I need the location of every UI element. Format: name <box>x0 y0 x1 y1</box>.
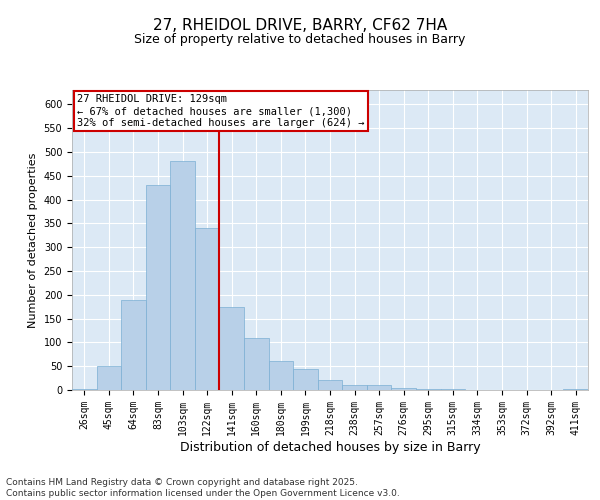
Bar <box>293 368 318 390</box>
Y-axis label: Number of detached properties: Number of detached properties <box>28 152 38 328</box>
Bar <box>195 228 220 390</box>
Text: 27 RHEIDOL DRIVE: 129sqm
← 67% of detached houses are smaller (1,300)
32% of sem: 27 RHEIDOL DRIVE: 129sqm ← 67% of detach… <box>77 94 365 128</box>
Bar <box>244 338 269 390</box>
Bar <box>121 300 146 390</box>
Bar <box>220 306 244 390</box>
X-axis label: Distribution of detached houses by size in Barry: Distribution of detached houses by size … <box>179 440 481 454</box>
Bar <box>342 385 367 390</box>
Bar <box>269 362 293 390</box>
Bar <box>146 185 170 390</box>
Bar <box>97 366 121 390</box>
Text: Size of property relative to detached houses in Barry: Size of property relative to detached ho… <box>134 32 466 46</box>
Text: Contains HM Land Registry data © Crown copyright and database right 2025.
Contai: Contains HM Land Registry data © Crown c… <box>6 478 400 498</box>
Bar <box>72 389 97 390</box>
Bar <box>391 388 416 390</box>
Bar <box>367 385 391 390</box>
Bar <box>563 389 588 390</box>
Bar <box>318 380 342 390</box>
Text: 27, RHEIDOL DRIVE, BARRY, CF62 7HA: 27, RHEIDOL DRIVE, BARRY, CF62 7HA <box>153 18 447 32</box>
Bar <box>416 388 440 390</box>
Bar <box>170 162 195 390</box>
Bar <box>440 389 465 390</box>
